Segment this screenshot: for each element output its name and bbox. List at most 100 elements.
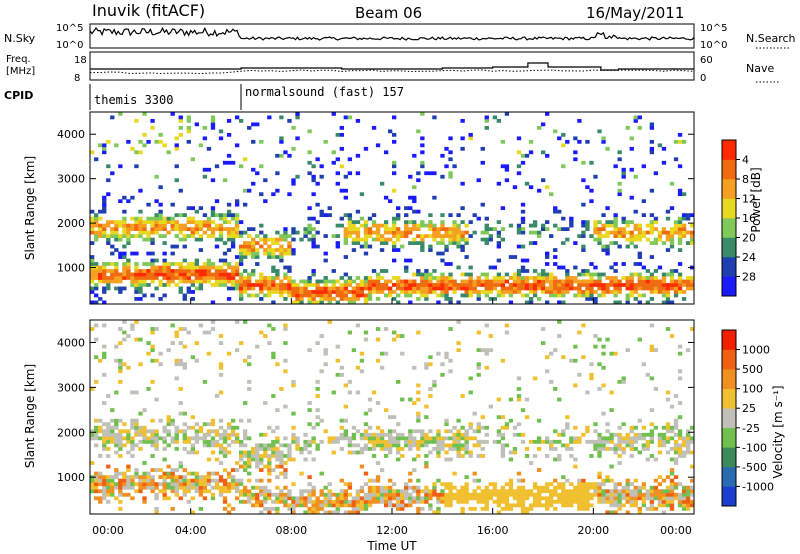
colorbar-tick-label: 25 [742, 402, 756, 415]
heatmap-cell [343, 297, 349, 301]
heatmap-cell [206, 265, 212, 270]
heatmap-cell [593, 265, 598, 270]
heatmap-cell [400, 334, 405, 338]
heatmap-cell [186, 206, 191, 211]
heatmap-cell [585, 272, 590, 277]
heatmap-cell [428, 503, 433, 508]
heatmap-cell [496, 181, 502, 186]
heatmap-cell [174, 439, 179, 444]
heatmap-cell [106, 454, 111, 458]
heatmap-cell [134, 475, 139, 480]
heatmap-cell [685, 496, 691, 501]
heatmap-cell [307, 129, 312, 134]
heatmap-cell [484, 432, 489, 437]
heatmap-cell [428, 171, 433, 176]
heatmap-cell [283, 492, 288, 497]
heatmap-cell [689, 499, 695, 504]
heatmap-cell [504, 499, 510, 504]
heatmap-cell [122, 223, 127, 228]
heatmap-cell [90, 432, 95, 437]
heatmap-cell [102, 432, 107, 437]
heatmap-cell [404, 439, 409, 444]
heatmap-cell [633, 118, 638, 123]
heatmap-cell [170, 251, 175, 256]
heatmap-cell [138, 485, 143, 490]
heatmap-cell [142, 471, 147, 476]
heatmap-cell [230, 432, 236, 437]
heatmap-cell [202, 223, 208, 228]
heatmap-cell [387, 446, 393, 451]
heatmap-cell [456, 432, 461, 437]
heatmap-cell [110, 276, 115, 280]
heatmap-cell [102, 272, 107, 277]
heatmap-cell [243, 358, 248, 363]
heatmap-cell [251, 139, 256, 144]
heatmap-cell [617, 432, 622, 437]
heatmap-cell [540, 283, 546, 287]
heatmap-cell [367, 293, 373, 298]
heatmap-cell [230, 216, 236, 221]
heatmap-cell [150, 439, 155, 444]
heatmap-cell [669, 492, 675, 497]
heatmap-cell [375, 237, 381, 242]
heatmap-cell [484, 118, 489, 123]
heatmap-cell [561, 265, 566, 270]
heatmap-cell [359, 358, 365, 363]
heatmap-cell [343, 237, 349, 242]
heatmap-cell [412, 499, 417, 504]
heatmap-cell [174, 485, 179, 490]
heatmap-cell [528, 276, 534, 280]
heatmap-cell [110, 269, 115, 273]
heatmap-cell [138, 362, 143, 367]
heatmap-cell [621, 492, 626, 497]
heatmap-cell [158, 468, 163, 472]
heatmap-cell [641, 283, 646, 287]
heatmap-cell [589, 199, 594, 204]
heatmap-cell [416, 489, 421, 494]
heatmap-cell [408, 485, 413, 490]
heatmap-cell [138, 209, 143, 214]
heatmap-cell [162, 220, 167, 225]
heatmap-cell [637, 272, 642, 277]
heatmap-cell [496, 510, 502, 515]
heatmap-cell [396, 283, 401, 287]
colorbar-swatch [722, 237, 736, 258]
heatmap-cell [432, 269, 437, 273]
heatmap-cell [347, 283, 353, 287]
heatmap-cell [194, 269, 200, 273]
heatmap-cell [392, 496, 397, 501]
heatmap-cell [222, 478, 228, 483]
heatmap-cell [210, 178, 216, 183]
heatmap-cell [629, 167, 634, 172]
heatmap-cell [400, 279, 405, 284]
heatmap-cell [645, 439, 651, 444]
heatmap-cell [416, 411, 421, 416]
heatmap-cell [238, 478, 244, 483]
heatmap-cell [464, 283, 469, 287]
heatmap-cell [234, 320, 240, 324]
heatmap-cell [476, 297, 481, 301]
freq-panel: 18 8 Freq. [MHz] 60 0 Nave [6, 51, 780, 84]
heatmap-cell [118, 499, 123, 504]
heatmap-cell [665, 290, 671, 294]
heatmap-cell [605, 492, 610, 497]
heatmap-cell [597, 337, 602, 342]
heatmap-cell [186, 436, 191, 441]
heatmap-cell [174, 362, 179, 367]
heatmap-cell [561, 143, 566, 148]
heatmap-cell [460, 510, 465, 515]
heatmap-cell [230, 439, 236, 444]
heatmap-cell [226, 118, 232, 123]
heatmap-cell [536, 234, 542, 238]
heatmap-cell [307, 283, 312, 287]
heatmap-cell [520, 503, 526, 508]
heatmap-cell [122, 230, 127, 235]
heatmap-cell [565, 272, 570, 277]
heatmap-cell [524, 269, 530, 273]
heatmap-cell [649, 496, 655, 501]
heatmap-cell [577, 492, 582, 497]
heatmap-cell [375, 432, 381, 437]
heatmap-cell [271, 279, 276, 284]
heatmap-cell [146, 341, 151, 345]
heatmap-cell [593, 297, 598, 301]
